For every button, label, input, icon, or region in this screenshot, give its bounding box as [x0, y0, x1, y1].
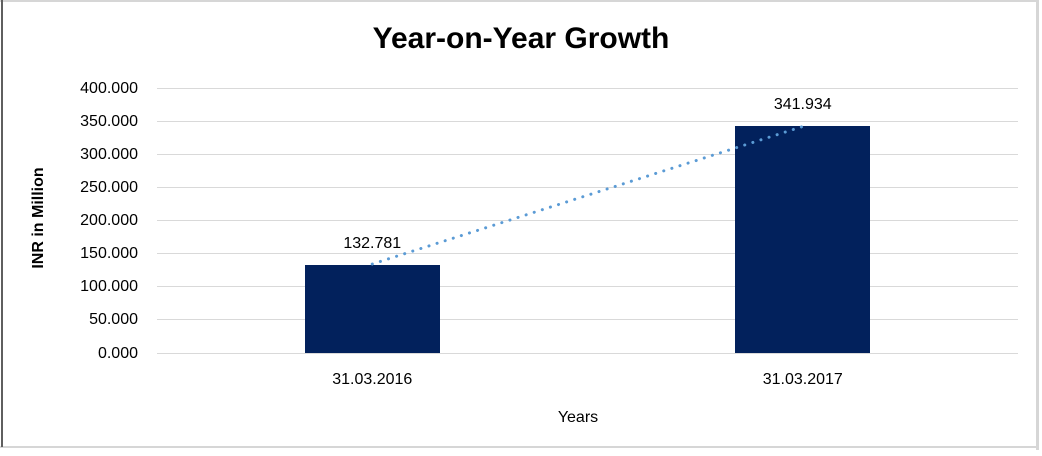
bar	[304, 265, 440, 353]
chart-title: Year-on-Year Growth	[372, 22, 670, 55]
gridline	[157, 352, 1018, 354]
y-tick-label: 100.000	[80, 278, 138, 296]
gridline	[157, 87, 1018, 89]
y-tick-label: 350.000	[80, 112, 138, 130]
y-tick-label: 200.000	[80, 212, 138, 229]
y-tick-label: 250.000	[80, 178, 138, 196]
y-tick-label: 300.000	[80, 145, 138, 163]
y-tick-label: 50.000	[89, 311, 138, 329]
frame-top-border	[0, 0, 1039, 2]
x-category-label: 31.03.2017	[762, 371, 843, 388]
gridline	[157, 253, 1018, 255]
gridline	[157, 286, 1018, 288]
frame-bottom-border	[0, 446, 1039, 448]
x-axis-title: Years	[557, 409, 599, 426]
gridline	[157, 220, 1018, 221]
gridline	[157, 120, 1018, 122]
y-tick-label: 150.000	[80, 245, 138, 263]
frame-left-border	[1, 0, 3, 447]
frame-right-border	[1036, 0, 1039, 450]
data-label: 132.781	[343, 235, 402, 253]
gridline	[157, 153, 1018, 155]
data-label: 341.934	[773, 96, 832, 114]
y-tick-label: 0.000	[97, 344, 138, 362]
gridline	[157, 319, 1018, 321]
y-axis-title: INR in Million	[30, 167, 47, 269]
gridline	[157, 186, 1018, 188]
y-tick-label: 400.000	[80, 79, 138, 97]
x-category-label: 31.03.2016	[332, 371, 413, 388]
bar	[735, 126, 871, 353]
